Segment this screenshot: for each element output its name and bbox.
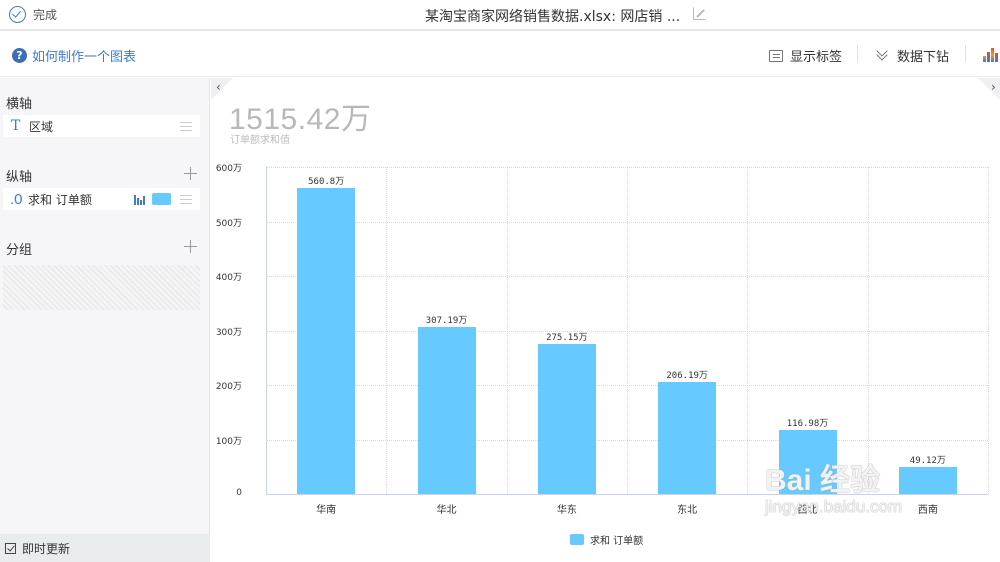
bar-西北[interactable] [778,430,837,494]
show-labels-label: 显示标签 [790,50,843,65]
group-title: 分组 [6,243,33,258]
bar-东北[interactable] [658,381,717,494]
toolbar-divider [857,45,858,62]
chart-legend[interactable]: 求和 订单额 [570,532,643,547]
y-tick-label: 400万 [215,273,242,283]
bar-value-label: 49.12万 [909,456,946,467]
total-caption: 订单额求和值 [230,135,290,146]
toolbar: ? 如何制作一个图表 显示标签 数据下钻 [0,33,1000,77]
y-field-label: 求和 订单额 [28,192,92,207]
y-tick-label: 200万 [215,382,242,392]
auto-update-label: 即时更新 [22,541,71,556]
grid-line [747,167,749,494]
help-label: 如何制作一个图表 [32,50,137,65]
show-labels-button[interactable]: 显示标签 [769,46,842,65]
bar-华北[interactable] [417,326,476,494]
chevron-left-icon[interactable]: ‹ [216,80,221,94]
y-axis-title: 纵轴 [6,170,33,185]
bar-value-label: 307.19万 [425,315,468,326]
grid-line [988,167,989,494]
bar-华东[interactable] [537,344,596,494]
done-label: 完成 [33,8,58,22]
y-axis-field[interactable]: .0 求和 订单额 [3,188,200,210]
chart-canvas: ‹ › 1515.42万 订单额求和值 0 100万 200万 300万 400万 500… [211,78,1000,562]
group-drop-zone[interactable] [3,265,200,310]
x-axis [266,494,988,495]
top-bar: 完成 某淘宝商家网络销售数据.xlsx: 网店销 ... [0,0,1000,31]
corner-decoration [211,78,233,100]
y-tick-label: 100万 [215,436,242,447]
add-y-field-icon[interactable] [184,167,197,180]
bar-value-label: 560.8万 [308,177,345,188]
drill-down-icon [876,50,890,62]
add-group-icon[interactable] [184,240,197,253]
x-axis-title: 横轴 [6,97,33,112]
y-tick-label: 0 [236,488,242,498]
bar-value-label: 275.15万 [546,333,588,344]
drag-handle-icon[interactable] [180,194,192,204]
help-link[interactable]: ? 如何制作一个图表 [12,46,136,65]
chart-type-icon[interactable] [983,46,1000,62]
label-icon [769,49,783,62]
grid-line [386,167,388,494]
drag-handle-icon[interactable] [180,121,192,131]
sort-icon[interactable] [134,193,148,205]
x-tick-label: 西南 [917,505,938,516]
done-button[interactable]: 完成 [9,6,57,23]
bar-华南[interactable] [297,188,356,494]
bar-value-label: 206.19万 [666,370,708,381]
y-axis [266,167,267,494]
corner-decoration [978,78,1000,100]
edit-icon[interactable] [693,7,706,20]
x-tick-label: 华南 [316,505,337,516]
bar-value-label: 116.98万 [786,419,829,430]
legend-label: 求和 订单额 [590,536,644,547]
check-circle-icon [9,6,26,23]
grid-line [506,167,508,494]
legend-swatch [570,534,584,545]
x-axis-field[interactable]: T 区域 [3,115,200,137]
drill-down-button[interactable]: 数据下钻 [876,46,949,65]
field-sidebar: 横轴 T 区域 纵轴 .0 求和 订单额 分组 即时更新 [0,78,210,562]
question-icon: ? [12,48,27,63]
x-tick-label: 华东 [556,505,577,516]
x-tick-label: 华北 [436,505,457,516]
y-tick-label: 600万 [215,164,242,174]
series-color-swatch[interactable] [152,193,171,205]
grid-line [867,167,869,494]
window-title: 某淘宝商家网络销售数据.xlsx: 网店销 ... [425,9,681,25]
number-type-icon: .0 [10,190,23,208]
y-tick-label: 300万 [215,327,242,338]
y-tick-label: 500万 [215,218,242,229]
x-field-label: 区域 [29,119,54,134]
toolbar-divider [965,45,966,62]
checkbox-checked-icon[interactable] [5,542,16,554]
total-value: 1515.42万 [229,103,372,136]
bar-西南[interactable] [898,467,957,494]
x-tick-label: 西北 [797,505,818,516]
grid-line [627,167,628,494]
x-tick-label: 东北 [677,505,698,516]
drill-down-label: 数据下钻 [897,50,950,65]
text-type-icon: T [11,118,21,134]
chevron-right-icon[interactable]: › [991,80,996,94]
auto-update-toggle[interactable]: 即时更新 [0,534,210,562]
